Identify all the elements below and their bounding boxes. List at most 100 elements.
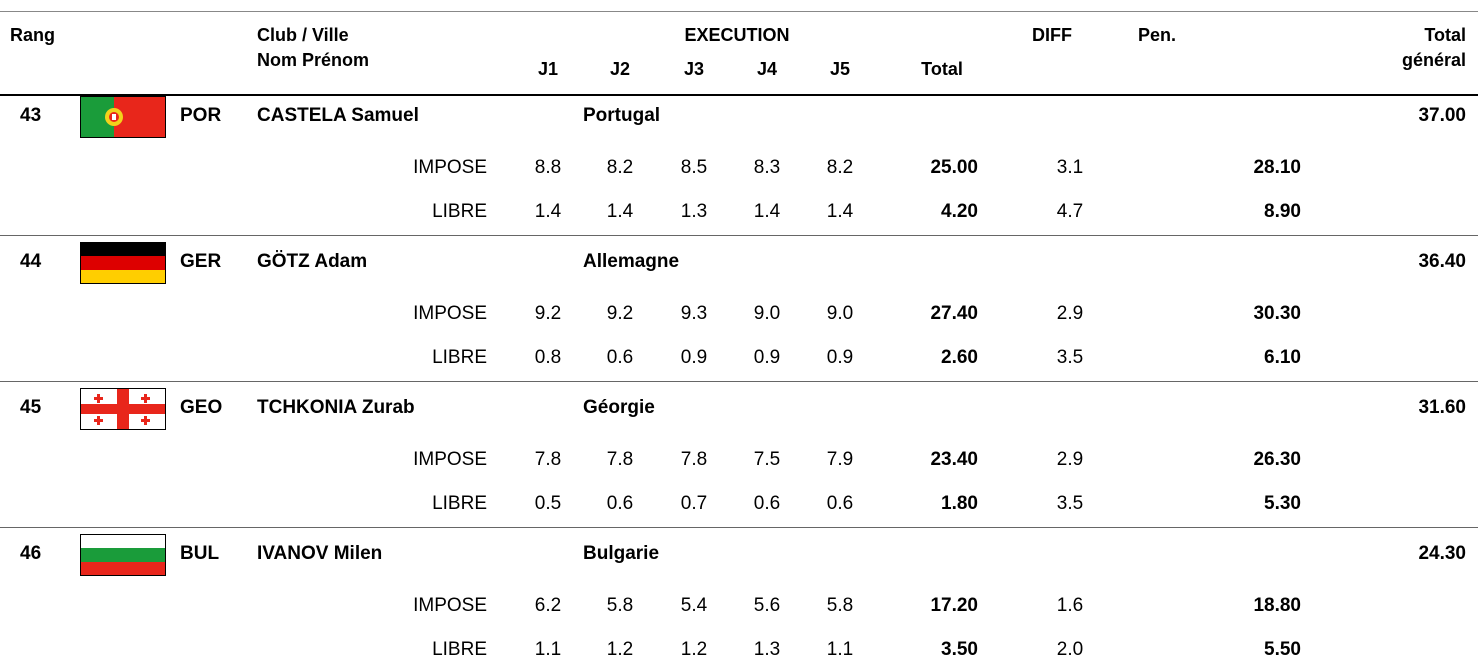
name-header: Nom Prénom bbox=[257, 50, 370, 70]
judge-score: 0.6 bbox=[753, 493, 781, 514]
routine-total: 6.10 bbox=[1264, 347, 1301, 368]
judge-header: J1 bbox=[537, 59, 559, 79]
judge-score: 9.2 bbox=[534, 303, 562, 324]
difficulty: 3.1 bbox=[1056, 157, 1084, 178]
judge-score: 1.2 bbox=[606, 639, 634, 660]
grand-total: 31.60 bbox=[1418, 397, 1466, 418]
row-separator bbox=[0, 235, 1478, 236]
header-rule bbox=[0, 94, 1478, 96]
difficulty: 3.5 bbox=[1056, 347, 1084, 368]
athlete-name: IVANOV Milen bbox=[257, 543, 383, 564]
flag bbox=[80, 96, 166, 138]
club-header: Club / Ville bbox=[257, 25, 349, 45]
total-header: Total bbox=[921, 59, 963, 79]
judge-score: 0.8 bbox=[534, 347, 562, 368]
judge-score: 5.6 bbox=[753, 595, 781, 616]
routine-total: 8.90 bbox=[1264, 201, 1301, 222]
judge-score: 1.4 bbox=[534, 201, 562, 222]
routine-label: LIBRE bbox=[432, 347, 487, 368]
judge-score: 7.5 bbox=[753, 449, 781, 470]
country-code: BUL bbox=[180, 543, 220, 564]
difficulty: 3.5 bbox=[1056, 493, 1084, 514]
judge-score: 1.1 bbox=[826, 639, 854, 660]
grand-total-header: Total bbox=[1424, 25, 1466, 45]
judge-score: 1.3 bbox=[680, 201, 708, 222]
execution-header: EXECUTION bbox=[684, 25, 790, 45]
difficulty: 2.0 bbox=[1056, 639, 1084, 660]
judge-score: 5.4 bbox=[680, 595, 708, 616]
routine-total: 18.80 bbox=[1253, 595, 1301, 616]
judge-score: 9.2 bbox=[606, 303, 634, 324]
rank: 44 bbox=[20, 251, 42, 272]
judge-score: 0.6 bbox=[606, 347, 634, 368]
judge-score: 1.1 bbox=[534, 639, 562, 660]
routine-total: 28.10 bbox=[1253, 157, 1301, 178]
athlete-name: CASTELA Samuel bbox=[257, 105, 419, 126]
execution-total: 3.50 bbox=[941, 639, 978, 660]
row-separator bbox=[0, 527, 1478, 528]
club: Allemagne bbox=[583, 251, 680, 272]
judge-header: J5 bbox=[829, 59, 851, 79]
routine-label: LIBRE bbox=[432, 639, 487, 660]
difficulty: 1.6 bbox=[1056, 595, 1084, 616]
rank: 45 bbox=[20, 397, 42, 418]
judge-score: 1.3 bbox=[753, 639, 781, 660]
judge-score: 0.9 bbox=[826, 347, 854, 368]
country-code: GEO bbox=[180, 397, 223, 418]
routine-label: LIBRE bbox=[432, 493, 487, 514]
pen-header: Pen. bbox=[1137, 25, 1177, 45]
execution-total: 27.40 bbox=[930, 303, 978, 324]
judge-header: J3 bbox=[683, 59, 705, 79]
routine-total: 5.50 bbox=[1264, 639, 1301, 660]
diff-header: DIFF bbox=[1032, 25, 1072, 45]
judge-score: 8.3 bbox=[753, 157, 781, 178]
club: Bulgarie bbox=[583, 543, 660, 564]
difficulty: 4.7 bbox=[1056, 201, 1084, 222]
top-rule bbox=[0, 11, 1478, 12]
judge-score: 6.2 bbox=[534, 595, 562, 616]
club: Portugal bbox=[583, 105, 661, 126]
judge-score: 1.2 bbox=[680, 639, 708, 660]
execution-total: 23.40 bbox=[930, 449, 978, 470]
execution-total: 17.20 bbox=[930, 595, 978, 616]
judge-score: 0.6 bbox=[826, 493, 854, 514]
judge-score: 9.0 bbox=[826, 303, 854, 324]
flag bbox=[80, 242, 166, 284]
routine-label: IMPOSE bbox=[413, 595, 487, 616]
routine-total: 26.30 bbox=[1253, 449, 1301, 470]
judge-score: 0.6 bbox=[606, 493, 634, 514]
execution-total: 2.60 bbox=[941, 347, 978, 368]
judge-score: 0.5 bbox=[534, 493, 562, 514]
routine-label: LIBRE bbox=[432, 201, 487, 222]
judge-score: 0.7 bbox=[680, 493, 708, 514]
judge-score: 0.9 bbox=[680, 347, 708, 368]
judge-header: J4 bbox=[756, 59, 778, 79]
athlete-name: GÖTZ Adam bbox=[257, 251, 368, 272]
club: Géorgie bbox=[583, 397, 655, 418]
country-code: GER bbox=[180, 251, 222, 272]
rank-header: Rang bbox=[10, 25, 55, 45]
routine-label: IMPOSE bbox=[413, 157, 487, 178]
judge-score: 8.2 bbox=[606, 157, 634, 178]
judge-score: 0.9 bbox=[753, 347, 781, 368]
judge-score: 7.8 bbox=[680, 449, 708, 470]
execution-total: 1.80 bbox=[941, 493, 978, 514]
flag bbox=[80, 534, 166, 576]
country-code: POR bbox=[180, 105, 222, 126]
judge-score: 8.5 bbox=[680, 157, 708, 178]
execution-total: 4.20 bbox=[941, 201, 978, 222]
grand-total: 36.40 bbox=[1418, 251, 1466, 272]
execution-total: 25.00 bbox=[930, 157, 978, 178]
rank: 46 bbox=[20, 543, 42, 564]
rank: 43 bbox=[20, 105, 42, 126]
judge-score: 5.8 bbox=[606, 595, 634, 616]
difficulty: 2.9 bbox=[1056, 303, 1084, 324]
judge-score: 9.3 bbox=[680, 303, 708, 324]
row-separator bbox=[0, 381, 1478, 382]
grand-total-header: général bbox=[1401, 50, 1466, 70]
judge-score: 7.8 bbox=[606, 449, 634, 470]
routine-total: 5.30 bbox=[1264, 493, 1301, 514]
judge-score: 1.4 bbox=[753, 201, 781, 222]
routine-label: IMPOSE bbox=[413, 303, 487, 324]
